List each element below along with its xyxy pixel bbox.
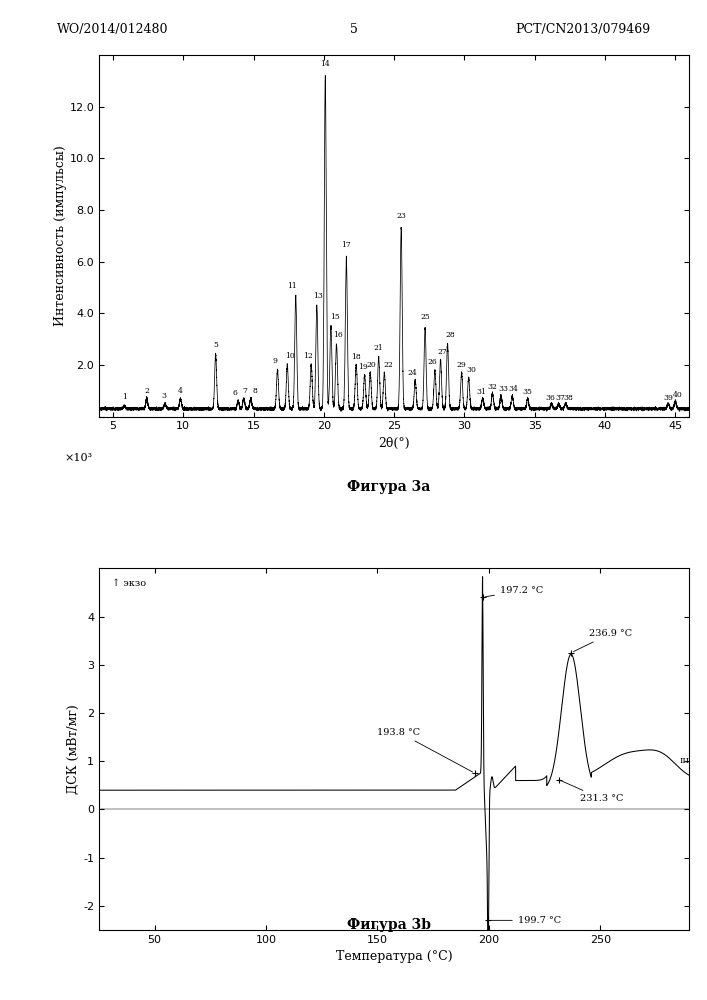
Text: 14: 14 — [320, 60, 330, 68]
Text: 23: 23 — [396, 212, 406, 220]
Text: 3: 3 — [161, 392, 166, 400]
Text: 5: 5 — [214, 341, 218, 349]
Text: 236.9 °C: 236.9 °C — [573, 629, 632, 652]
Text: 36: 36 — [545, 394, 555, 402]
Text: 25: 25 — [420, 313, 430, 321]
Text: 28: 28 — [445, 331, 455, 339]
Text: 29: 29 — [457, 361, 467, 369]
Text: 12: 12 — [303, 352, 313, 360]
Text: 199.7 °C: 199.7 °C — [491, 916, 561, 925]
Text: 26: 26 — [427, 358, 437, 366]
Text: 34: 34 — [509, 385, 518, 393]
Text: 20: 20 — [367, 361, 377, 369]
X-axis label: 2θ(°): 2θ(°) — [378, 437, 410, 450]
Text: 197.2 °C: 197.2 °C — [485, 586, 543, 597]
Text: 38: 38 — [563, 394, 573, 402]
Text: 6: 6 — [233, 389, 238, 397]
Text: 18: 18 — [351, 353, 361, 361]
Text: 27: 27 — [437, 348, 447, 356]
Text: 37: 37 — [555, 394, 565, 402]
Y-axis label: ДСК (мВт/мг): ДСК (мВт/мг) — [67, 704, 80, 794]
Text: 13: 13 — [313, 292, 323, 300]
Text: 1: 1 — [122, 393, 127, 401]
Text: 11: 11 — [286, 282, 296, 290]
Text: ↑ экзо: ↑ экзо — [112, 579, 146, 588]
Text: 7: 7 — [243, 387, 247, 395]
X-axis label: Температура (°C): Температура (°C) — [336, 950, 452, 963]
Text: 8: 8 — [252, 387, 257, 395]
Text: 35: 35 — [522, 388, 532, 396]
Text: 4: 4 — [178, 387, 183, 395]
Text: 9: 9 — [272, 357, 277, 365]
Text: 39: 39 — [663, 394, 673, 402]
Text: 21: 21 — [374, 344, 384, 352]
Text: 10: 10 — [285, 352, 295, 360]
Text: 32: 32 — [488, 383, 498, 391]
Text: 30: 30 — [467, 366, 477, 374]
Text: PCT/CN2013/079469: PCT/CN2013/079469 — [515, 23, 650, 36]
Text: 19: 19 — [358, 363, 368, 371]
Text: Фигура 3b: Фигура 3b — [347, 918, 431, 932]
Text: 22: 22 — [384, 361, 393, 369]
Text: 17: 17 — [341, 241, 351, 249]
Text: 15: 15 — [330, 313, 340, 321]
Text: 5: 5 — [349, 23, 358, 36]
Text: Фигура 3a: Фигура 3a — [347, 480, 431, 494]
Text: ×10³: ×10³ — [65, 453, 93, 463]
Text: 24: 24 — [407, 369, 417, 377]
Text: 2: 2 — [144, 387, 149, 395]
Text: 16: 16 — [333, 331, 343, 339]
Text: WO/2014/012480: WO/2014/012480 — [57, 23, 168, 36]
Text: 33: 33 — [498, 385, 508, 393]
Text: 193.8 °C: 193.8 °C — [378, 728, 472, 772]
Text: 31: 31 — [477, 388, 486, 396]
Text: 40: 40 — [673, 391, 683, 399]
Text: III: III — [680, 757, 690, 765]
Text: 231.3 °C: 231.3 °C — [561, 781, 624, 803]
Y-axis label: Интенсивность (импульсы): Интенсивность (импульсы) — [54, 145, 66, 326]
